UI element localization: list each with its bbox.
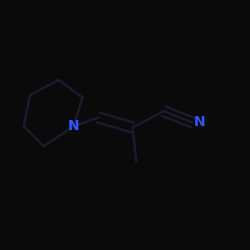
Text: N: N [194, 116, 205, 130]
Text: N: N [68, 119, 80, 133]
